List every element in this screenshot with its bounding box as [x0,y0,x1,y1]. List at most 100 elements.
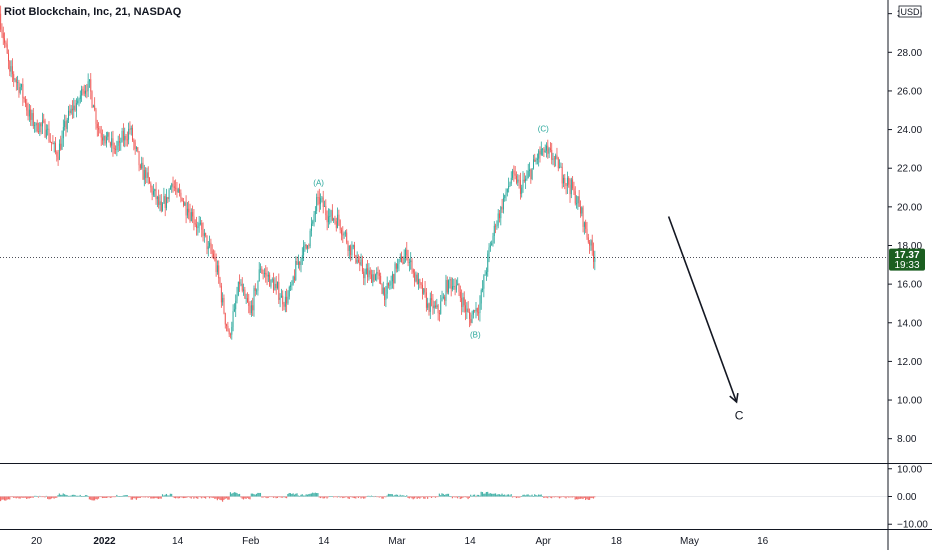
candle-body [81,88,83,96]
candle-body [75,103,77,111]
candle-body [374,274,376,281]
osc-bar [514,496,516,498]
osc-bar [471,495,473,497]
osc-bar [511,496,514,498]
candle-body [492,235,494,244]
candle-body [378,273,380,276]
osc-bar [487,491,489,497]
osc-bar [549,496,551,498]
osc-bar [366,495,369,497]
osc-bar [360,496,362,499]
candle-body [352,245,354,248]
osc-bar [331,496,333,497]
osc-bar [460,496,463,499]
candle-body [1,29,3,34]
candle-body [290,285,292,288]
candle-body [109,142,111,146]
candle-body [427,303,429,308]
candle-body [249,305,251,314]
projection-arrow-head [729,392,739,404]
osc-bar [69,495,71,497]
osc-bar [126,495,128,497]
time-tick-label: 14 [318,536,330,547]
osc-bar [15,496,17,499]
candle-body [304,244,306,246]
osc-bar [591,496,593,498]
candle-body [25,99,26,104]
candle-body [414,272,416,282]
osc-bar [382,496,384,499]
candle-body [32,113,34,126]
osc-bar [67,495,70,497]
candle-body [90,79,92,92]
candle-body [56,152,58,157]
candle-body [28,109,30,117]
osc-bar [446,493,448,497]
osc-bar [92,496,94,501]
candle-body [141,162,143,169]
candle-body [355,255,357,263]
candle-body [476,308,478,313]
osc-bar [505,495,507,497]
candle-body [287,296,289,304]
osc-bar [229,492,232,497]
osc-bar [464,496,467,498]
candle-body [4,38,6,43]
candle-body [100,132,102,138]
osc-bar [386,495,388,497]
candle-body [300,258,302,265]
candle-body [569,184,571,195]
candle-body [271,279,273,281]
candle-body [516,175,517,183]
osc-bar [526,494,528,497]
osc-bar [43,496,45,498]
osc-bar [376,496,378,498]
osc-bar [417,496,420,498]
osc-bar [329,496,331,498]
osc-bar [120,496,122,497]
price-tick-label: 8.00 [897,434,917,445]
osc-bar [536,495,538,497]
osc-bar [347,496,349,499]
osc-bar [346,496,348,498]
time-tick-label: 14 [172,536,184,547]
osc-bar [404,496,406,497]
osc-bar [3,496,6,501]
osc-bar [552,496,554,498]
osc-bar [33,495,36,497]
osc-bar [6,496,8,500]
osc-bar [561,496,563,498]
candle-body [305,244,307,249]
candle-body [526,177,528,179]
candle-body [470,318,472,323]
osc-bar [270,496,272,498]
osc-bar [1,496,3,500]
candle-body [209,242,211,247]
candle-body [572,179,574,189]
candle-body [547,145,549,154]
osc-bar [436,496,438,498]
candle-body [329,216,331,217]
osc-bar [7,496,10,500]
osc-bar [19,496,21,499]
candle-body [313,214,315,222]
osc-bar [575,496,578,500]
osc-bar [574,496,576,500]
osc-bar [173,496,175,498]
candle-body [532,159,534,169]
candle-body [316,197,318,211]
osc-bar [16,496,19,498]
osc-bar [590,496,592,499]
osc-bar [355,496,357,499]
osc-bar [400,495,403,497]
osc-bar [181,496,183,498]
osc-bar [57,495,59,497]
osc-bar [233,492,235,497]
osc-bar [62,493,64,497]
osc-bar [56,496,58,498]
osc-bar [37,496,40,498]
osc-bar [565,496,567,499]
osc-bar [60,494,62,497]
osc-bar [237,494,239,497]
